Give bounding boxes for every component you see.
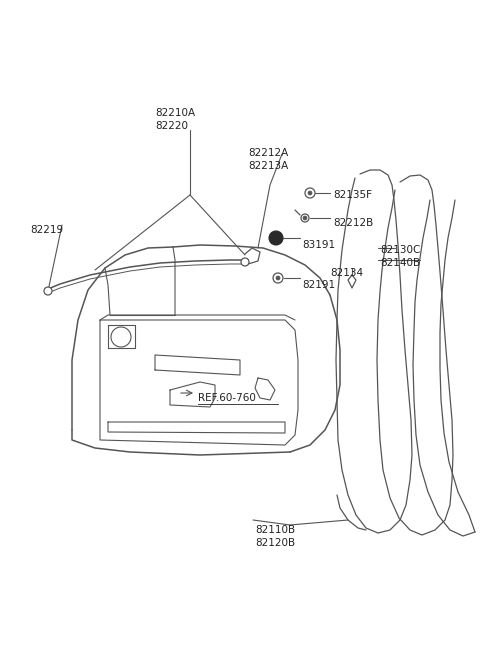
Circle shape <box>303 216 307 220</box>
Text: 82191: 82191 <box>302 280 335 290</box>
Text: 82140B: 82140B <box>380 258 420 268</box>
Text: REF.60-760: REF.60-760 <box>198 393 256 403</box>
Circle shape <box>305 188 315 198</box>
Text: 82212A: 82212A <box>248 148 288 158</box>
Text: 82134: 82134 <box>330 268 363 278</box>
Text: 82130C: 82130C <box>380 245 420 255</box>
Text: 82212B: 82212B <box>333 218 373 228</box>
Circle shape <box>308 191 312 195</box>
Circle shape <box>111 327 131 347</box>
Circle shape <box>269 231 283 245</box>
Text: 83191: 83191 <box>302 240 335 250</box>
Text: 82220: 82220 <box>155 121 188 131</box>
Circle shape <box>276 276 280 280</box>
Circle shape <box>273 273 283 283</box>
Text: 82219: 82219 <box>30 225 63 235</box>
Circle shape <box>241 258 249 266</box>
Circle shape <box>44 287 52 295</box>
Circle shape <box>301 214 309 222</box>
Text: 82120B: 82120B <box>255 538 295 548</box>
Text: 82110B: 82110B <box>255 525 295 535</box>
Text: 82210A: 82210A <box>155 108 195 118</box>
Text: 82135F: 82135F <box>333 190 372 200</box>
Text: 82213A: 82213A <box>248 161 288 171</box>
